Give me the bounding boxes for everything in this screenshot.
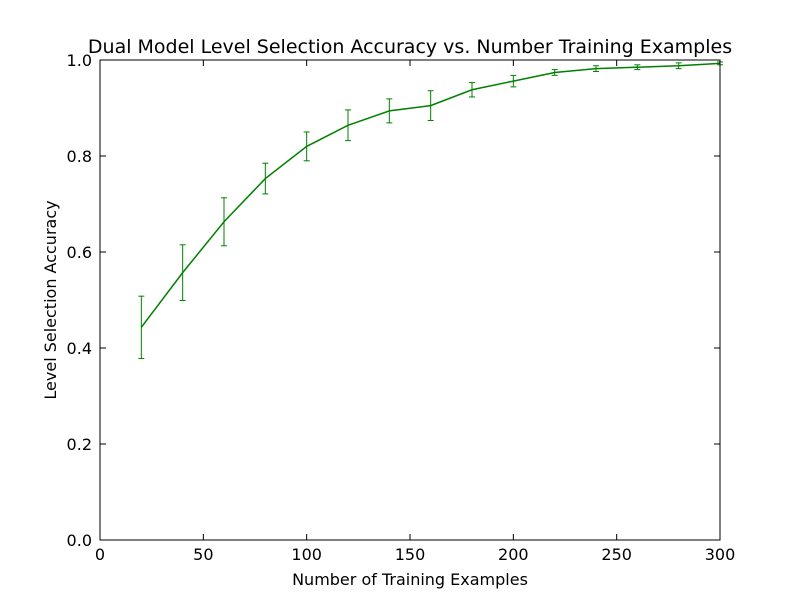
y-tick-label: 0.0 bbox=[67, 531, 92, 550]
y-tick-label: 0.8 bbox=[67, 147, 92, 166]
y-tick-label: 0.4 bbox=[67, 339, 92, 358]
x-tick-label: 250 bbox=[601, 545, 632, 564]
x-tick-label: 200 bbox=[498, 545, 529, 564]
x-tick-label: 50 bbox=[193, 545, 213, 564]
axes-frame bbox=[99, 59, 721, 541]
y-tick-label: 1.0 bbox=[67, 51, 92, 70]
x-tick-label: 100 bbox=[291, 545, 322, 564]
x-tick-label: 300 bbox=[705, 545, 736, 564]
y-axis-label: Level Selection Accuracy bbox=[41, 200, 60, 399]
x-axis-label: Number of Training Examples bbox=[292, 570, 528, 589]
x-tick-label: 0 bbox=[95, 545, 105, 564]
y-tick-label: 0.6 bbox=[67, 243, 92, 262]
series-line bbox=[140, 62, 721, 328]
y-tick-label: 0.2 bbox=[67, 435, 92, 454]
x-tick-label: 150 bbox=[395, 545, 426, 564]
plot-area: 0 50 100 150 200 250 300 0.0 0.2 0.4 0.6 0.8 1.0 bbox=[67, 51, 736, 564]
chart-title: Dual Model Level Selection Accuracy vs. … bbox=[88, 36, 732, 58]
